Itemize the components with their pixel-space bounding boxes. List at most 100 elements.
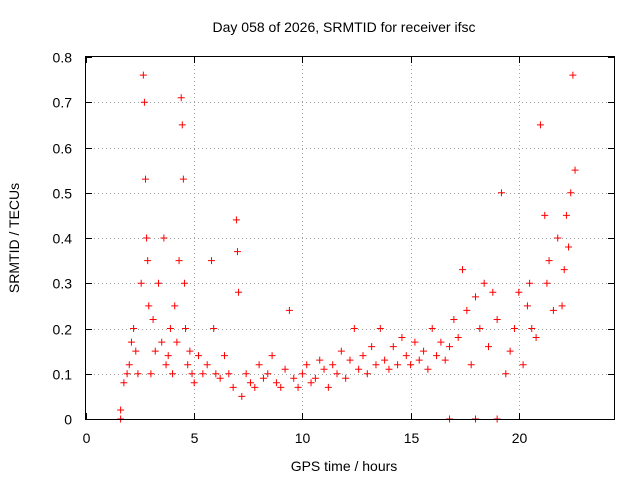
data-point — [173, 338, 181, 346]
y-tick-label: 0.1 — [53, 367, 73, 383]
data-point — [565, 243, 573, 251]
data-point — [385, 365, 393, 373]
data-point — [139, 71, 147, 79]
data-point — [290, 374, 298, 382]
data-point — [532, 334, 540, 342]
data-point — [519, 361, 527, 369]
plot-frame — [85, 56, 615, 420]
data-point — [407, 361, 415, 369]
data-point — [543, 279, 551, 287]
x-tick-label: 10 — [295, 430, 311, 446]
x-axis-label: GPS time / hours — [291, 458, 398, 474]
y-tick-label: 0.6 — [53, 141, 73, 157]
data-point — [446, 343, 454, 351]
y-tick-label: 0.7 — [53, 95, 73, 111]
data-point — [169, 370, 177, 378]
data-point — [316, 356, 324, 364]
data-point — [144, 257, 152, 265]
data-point — [179, 175, 187, 183]
y-tick-label: 0.2 — [53, 322, 73, 338]
data-point — [489, 288, 497, 296]
y-tick-label: 0.3 — [53, 276, 73, 292]
data-point — [143, 234, 151, 242]
data-point — [285, 306, 293, 314]
data-point — [562, 211, 570, 219]
data-point — [154, 279, 162, 287]
data-point — [277, 383, 285, 391]
data-point — [484, 343, 492, 351]
data-point — [242, 370, 250, 378]
data-point — [567, 189, 575, 197]
chart-title: Day 058 of 2026, SRMTID for receiver ifs… — [213, 19, 476, 35]
data-point — [199, 370, 207, 378]
data-point — [346, 356, 354, 364]
data-point — [515, 288, 523, 296]
data-point — [372, 361, 380, 369]
data-point — [381, 356, 389, 364]
data-point — [171, 302, 179, 310]
data-point — [158, 338, 166, 346]
x-tick-label: 15 — [404, 430, 420, 446]
y-axis-label: SRMTID / TECUs — [6, 183, 22, 293]
data-point — [246, 379, 254, 387]
data-point — [120, 379, 128, 387]
data-point — [528, 325, 536, 332]
data-point — [212, 370, 220, 378]
data-point — [320, 365, 328, 373]
data-point — [433, 352, 441, 360]
data-point — [311, 374, 319, 382]
data-point — [398, 334, 406, 342]
data-point — [235, 288, 243, 296]
data-point — [560, 266, 568, 274]
data-point — [216, 374, 224, 382]
data-point — [123, 370, 131, 378]
data-point — [541, 211, 549, 219]
data-point — [180, 279, 188, 287]
data-point — [569, 71, 577, 79]
data-point — [350, 325, 358, 332]
data-point — [175, 257, 183, 265]
data-point — [472, 293, 480, 301]
grid-layer — [86, 57, 614, 419]
data-point — [463, 306, 471, 314]
y-tick-label: 0 — [64, 412, 72, 428]
data-point — [493, 315, 501, 323]
data-point — [545, 257, 553, 265]
data-point — [337, 347, 345, 355]
data-point — [359, 352, 367, 360]
data-point — [510, 325, 518, 332]
data-point — [117, 406, 125, 414]
data-point — [526, 279, 534, 287]
data-point — [134, 370, 142, 378]
x-tick-label: 0 — [83, 430, 91, 446]
data-point — [536, 121, 544, 129]
data-point — [281, 365, 289, 373]
data-point — [127, 338, 135, 346]
data-point — [164, 352, 172, 360]
data-point — [571, 166, 579, 174]
data-point — [333, 370, 341, 378]
data-point — [368, 343, 376, 351]
y-tick-label: 0.5 — [53, 186, 73, 202]
data-point — [480, 279, 488, 287]
x-tick-label: 20 — [512, 430, 528, 446]
data-point — [298, 370, 306, 378]
data-point — [523, 302, 531, 310]
data-point — [272, 379, 280, 387]
data-point — [147, 370, 155, 378]
data-point — [389, 343, 397, 351]
data-point — [554, 234, 562, 242]
data-point — [376, 325, 384, 332]
data-point — [454, 334, 462, 342]
tick-layer: 0 0.1 0.2 0.3 0.4 0.5 0.6 0.7 0.8 0 5 10 15 20 — [53, 50, 614, 446]
data-point — [467, 361, 475, 369]
data-point — [190, 379, 198, 387]
data-point — [294, 383, 302, 391]
data-point — [558, 302, 566, 310]
data-point — [232, 216, 240, 224]
data-point — [132, 347, 140, 355]
data-point — [220, 352, 228, 360]
data-point — [450, 315, 458, 323]
y-tick-label: 0.8 — [53, 50, 73, 66]
